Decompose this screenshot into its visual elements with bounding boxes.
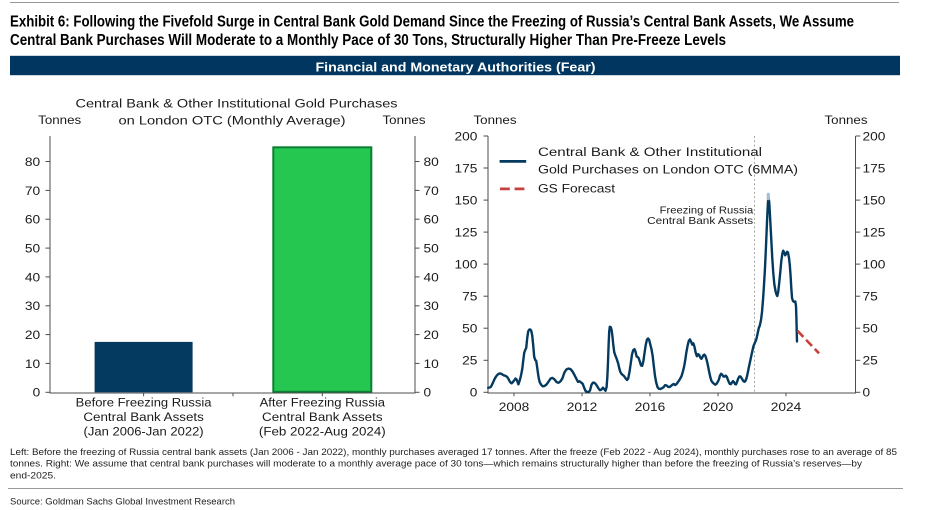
svg-text:80: 80: [424, 155, 440, 169]
svg-text:50: 50: [25, 242, 41, 256]
svg-text:125: 125: [863, 226, 886, 240]
svg-text:2024: 2024: [771, 400, 802, 414]
svg-text:Central Bank & Other Instituti: Central Bank & Other Institutional Gold …: [76, 97, 398, 111]
svg-text:Exhibit 6: Following the Fivef: Exhibit 6: Following the Fivefold Surge …: [10, 14, 854, 31]
svg-text:10: 10: [25, 357, 41, 371]
svg-text:After Freezing Russia: After Freezing Russia: [260, 395, 386, 409]
svg-text:Financial and Monetary Authori: Financial and Monetary Authorities (Fear…: [316, 60, 596, 74]
svg-text:Central Bank Assets: Central Bank Assets: [83, 410, 204, 424]
svg-text:Freezing of Russia: Freezing of Russia: [660, 204, 754, 216]
svg-text:100: 100: [455, 258, 478, 272]
svg-text:175: 175: [455, 161, 478, 175]
svg-text:GS Forecast: GS Forecast: [538, 181, 616, 195]
svg-text:40: 40: [25, 270, 41, 284]
svg-text:Central Bank Assets: Central Bank Assets: [647, 215, 753, 227]
svg-text:(Feb 2022-Aug 2024): (Feb 2022-Aug 2024): [259, 424, 386, 438]
svg-text:200: 200: [863, 129, 886, 143]
svg-text:Source: Goldman Sachs Global I: Source: Goldman Sachs Global Investment …: [10, 496, 235, 507]
svg-text:60: 60: [424, 213, 440, 227]
svg-text:Central Bank Assets: Central Bank Assets: [262, 410, 383, 424]
svg-text:70: 70: [25, 184, 41, 198]
svg-text:Tonnes: Tonnes: [474, 113, 517, 127]
svg-text:Tonnes: Tonnes: [383, 113, 426, 127]
svg-text:40: 40: [424, 270, 440, 284]
svg-text:100: 100: [863, 258, 886, 272]
svg-text:Before Freezing Russia: Before Freezing Russia: [76, 395, 212, 409]
svg-text:0: 0: [470, 386, 478, 400]
svg-text:25: 25: [863, 354, 879, 368]
svg-text:Central Bank & Other Instituti: Central Bank & Other Institutional: [538, 145, 762, 159]
svg-text:30: 30: [25, 299, 41, 313]
svg-text:50: 50: [462, 322, 478, 336]
svg-text:Central Bank Purchases Will Mo: Central Bank Purchases Will Moderate to …: [10, 32, 726, 49]
svg-text:70: 70: [424, 184, 440, 198]
svg-text:end-2025.: end-2025.: [10, 469, 56, 480]
svg-text:75: 75: [863, 290, 879, 304]
svg-text:2012: 2012: [567, 400, 598, 414]
svg-text:175: 175: [863, 161, 886, 175]
svg-text:tonnes. Right: We assume that: tonnes. Right: We assume that central ba…: [10, 458, 862, 469]
svg-text:25: 25: [462, 354, 478, 368]
svg-text:20: 20: [424, 328, 440, 342]
svg-text:50: 50: [424, 242, 440, 256]
svg-text:2020: 2020: [703, 400, 734, 414]
svg-text:Tonnes: Tonnes: [825, 113, 868, 127]
svg-text:10: 10: [424, 357, 440, 371]
svg-text:0: 0: [863, 386, 871, 400]
svg-text:Tonnes: Tonnes: [38, 113, 81, 127]
svg-text:0: 0: [33, 386, 41, 400]
svg-text:200: 200: [455, 129, 478, 143]
svg-text:(Jan 2006-Jan 2022): (Jan 2006-Jan 2022): [84, 424, 204, 438]
svg-text:60: 60: [25, 213, 41, 227]
svg-text:150: 150: [863, 194, 886, 208]
svg-text:on London OTC (Monthly Average: on London OTC (Monthly Average): [119, 113, 346, 127]
svg-text:0: 0: [424, 386, 432, 400]
svg-text:30: 30: [424, 299, 440, 313]
svg-text:75: 75: [462, 290, 478, 304]
svg-text:20: 20: [25, 328, 41, 342]
svg-text:Gold Purchases on London OTC (: Gold Purchases on London OTC (6MMA): [538, 163, 798, 177]
svg-text:2016: 2016: [635, 400, 666, 414]
svg-text:125: 125: [455, 226, 478, 240]
svg-text:2008: 2008: [499, 400, 530, 414]
svg-text:Left: Before the freezing of R: Left: Before the freezing of Russia cent…: [10, 446, 897, 457]
svg-text:150: 150: [455, 194, 478, 208]
svg-text:50: 50: [863, 322, 879, 336]
svg-text:80: 80: [25, 155, 41, 169]
